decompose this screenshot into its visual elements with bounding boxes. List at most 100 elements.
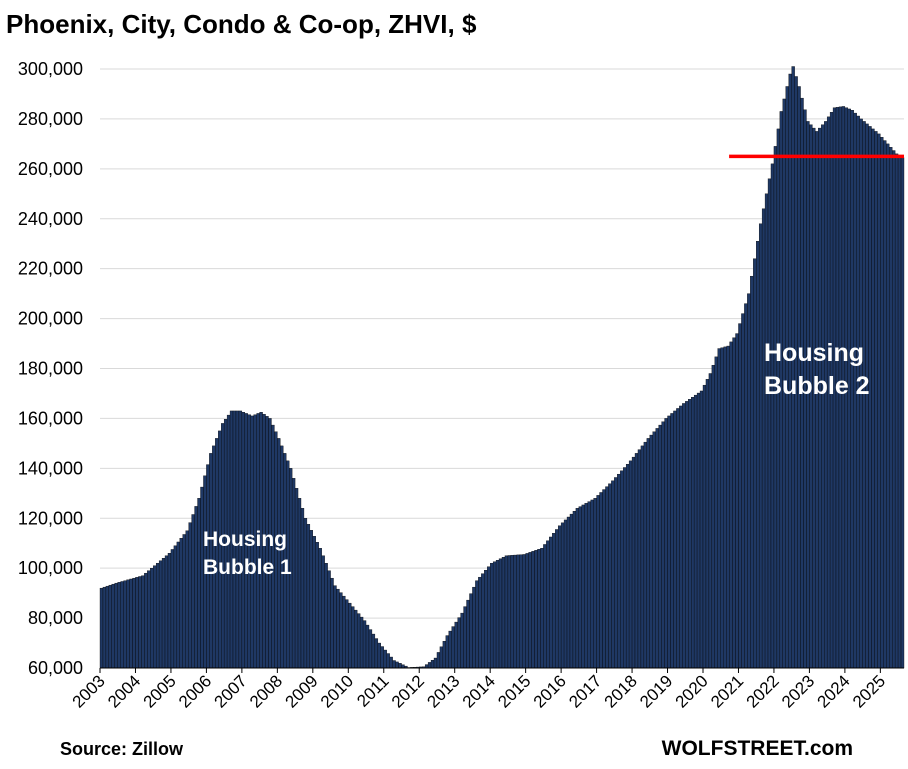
bar [164,555,169,669]
bar [333,585,337,669]
bar [330,577,334,669]
bar [194,506,198,669]
x-tick-label: 2004 [104,671,144,711]
bar [155,562,160,669]
bar [874,131,878,669]
bar [167,553,172,669]
bar [126,579,130,669]
bar [569,513,574,669]
bar [348,602,352,669]
bar [321,555,325,669]
bar [756,241,760,669]
x-tick-label: 2017 [565,671,605,711]
bar [359,616,364,669]
y-tick-label: 100,000 [18,558,83,578]
bar [356,613,361,669]
bar [764,193,769,669]
y-tick-label: 80,000 [28,608,83,628]
y-tick-label: 280,000 [18,109,83,129]
bar [478,576,482,669]
bar [637,449,642,669]
y-tick-label: 140,000 [18,458,83,478]
bar [291,478,296,669]
bar [711,364,715,669]
bar [590,499,594,669]
bar [324,562,328,669]
bar [723,346,727,669]
bar [430,660,435,669]
bar [197,498,201,669]
bar [144,572,148,669]
bar [135,577,139,669]
bar [454,621,458,669]
bar [578,506,582,669]
bar [297,498,302,669]
bar [729,341,733,669]
bar [735,333,739,669]
bar [682,403,686,669]
x-tick-label: 2021 [707,671,747,711]
bar [306,524,311,669]
bar [593,498,597,669]
bar [490,562,494,669]
bar [365,624,370,669]
bar [880,137,884,669]
bar [398,663,402,669]
x-tick-label: 2019 [636,671,676,711]
bar [150,567,154,669]
bar [670,413,674,669]
bar [176,541,180,669]
bar [720,347,724,669]
source-label: Source: Zillow [60,739,184,759]
y-tick-label: 160,000 [18,408,83,428]
bar [345,599,349,669]
bar [436,652,441,669]
y-tick-label: 180,000 [18,359,83,379]
bar [661,421,665,669]
x-tick-label: 2011 [353,671,392,710]
bar [147,570,151,669]
bar [448,630,452,669]
x-tick-label: 2013 [423,671,463,711]
bar [563,519,568,669]
bar [342,595,346,669]
bar [161,558,166,669]
bar [643,441,648,669]
bar [123,580,127,669]
bar [351,606,355,669]
bar [625,463,630,669]
brand-label: WOLFSTREET.com [662,737,853,760]
bar [513,554,517,669]
bar [714,356,718,669]
bar [602,489,606,669]
bar [383,649,387,669]
bar [543,544,547,669]
bar [767,178,772,669]
bar [185,530,189,669]
bar [507,555,512,669]
bar [516,554,520,669]
bar [386,653,390,669]
bar [693,394,698,669]
bar [747,293,751,669]
bar [537,549,541,669]
bar [640,445,645,669]
y-tick-label: 220,000 [18,259,83,279]
bar [528,552,532,669]
bar [738,323,742,669]
bar [634,453,639,669]
bar [900,157,905,669]
bar [717,348,721,669]
x-tick-label: 2018 [601,671,641,711]
y-tick-label: 120,000 [18,508,83,528]
x-tick-label: 2022 [743,671,783,711]
x-tick-label: 2023 [778,671,818,711]
bar [492,561,497,669]
x-tick-label: 2008 [246,671,286,711]
bar [475,580,479,669]
x-tick-label: 2009 [281,671,321,711]
bar [581,504,585,669]
x-tick-label: 2006 [175,671,215,711]
bar [354,609,358,669]
